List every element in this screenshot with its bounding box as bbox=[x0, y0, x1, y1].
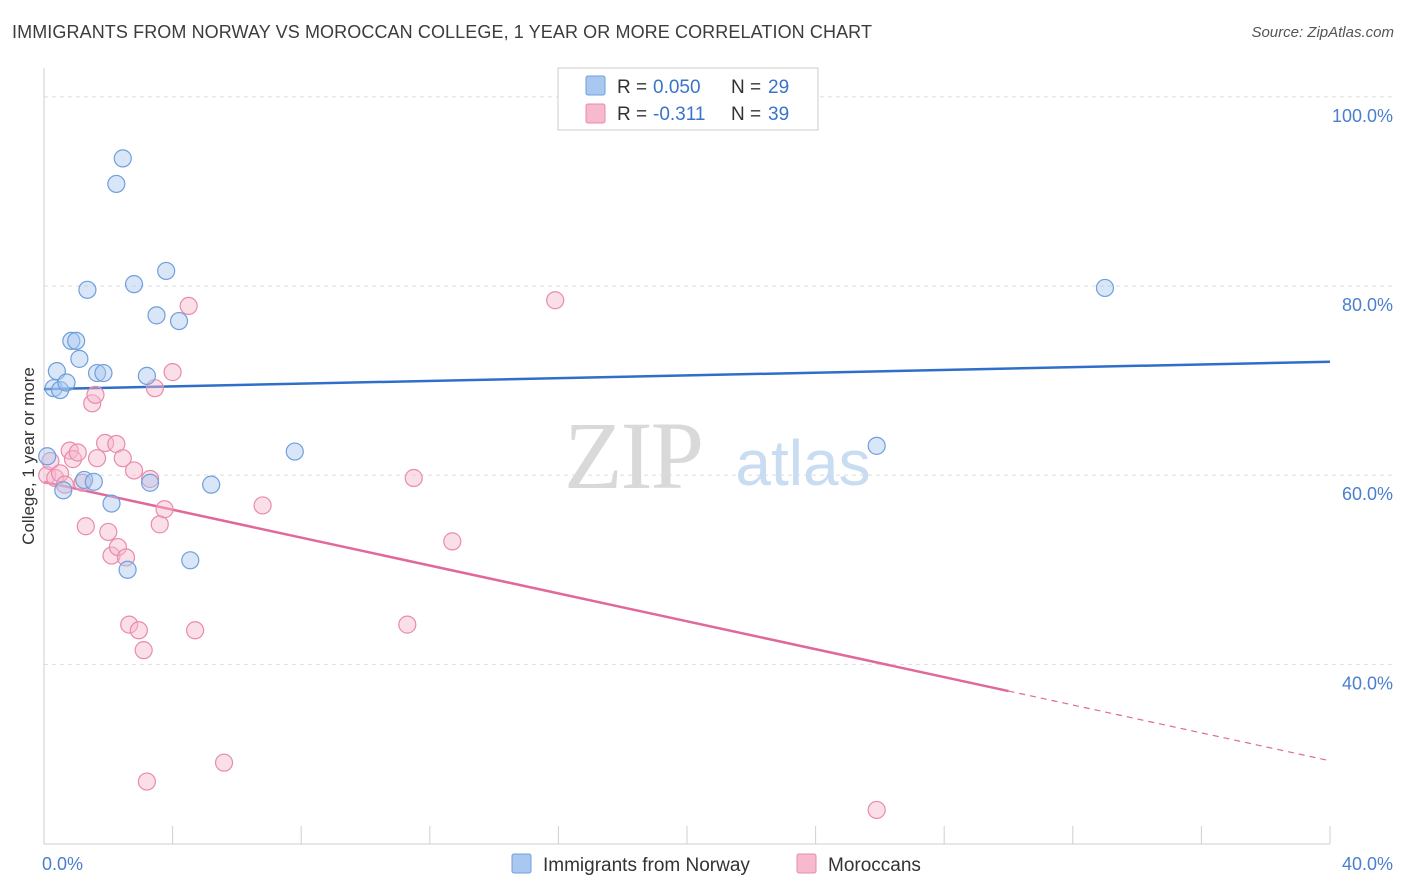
point-norway bbox=[70, 349, 89, 368]
point-norway bbox=[157, 261, 176, 281]
trend-line-extension-moroccan bbox=[1008, 690, 1331, 762]
point-norway bbox=[118, 560, 137, 579]
point-moroccan bbox=[398, 615, 417, 634]
legend-n-label: N = bbox=[731, 77, 761, 98]
point-norway bbox=[38, 447, 57, 466]
y-tick-label: 40.0% bbox=[1342, 673, 1393, 693]
point-moroccan bbox=[87, 449, 107, 468]
point-moroccan bbox=[113, 449, 132, 468]
point-norway bbox=[113, 149, 132, 168]
y-tick-label: 100.0% bbox=[1332, 106, 1393, 126]
y-axis-label: College, 1 year or more bbox=[19, 367, 38, 545]
point-norway bbox=[169, 311, 189, 331]
y-tick-label: 80.0% bbox=[1342, 295, 1393, 315]
gridlines bbox=[44, 96, 1392, 665]
point-norway bbox=[50, 380, 70, 400]
chart-title: IMMIGRANTS FROM NORWAY VS MOROCCAN COLLE… bbox=[12, 22, 873, 42]
point-moroccan bbox=[129, 621, 148, 640]
point-norway bbox=[94, 363, 113, 383]
point-norway bbox=[202, 475, 221, 494]
point-moroccan bbox=[253, 496, 272, 515]
point-moroccan bbox=[867, 800, 886, 820]
series-legend: Immigrants from Norway Moroccans bbox=[511, 853, 921, 876]
point-moroccan bbox=[86, 385, 105, 404]
point-norway bbox=[102, 494, 121, 513]
watermark: ZIP atlas bbox=[564, 402, 871, 509]
point-norway bbox=[87, 363, 107, 383]
point-moroccan bbox=[68, 443, 87, 462]
legend-r-label: R = bbox=[617, 77, 647, 98]
point-norway bbox=[57, 373, 76, 392]
point-moroccan bbox=[186, 621, 205, 640]
point-moroccan bbox=[163, 363, 182, 382]
watermark-zip: ZIP bbox=[564, 402, 702, 509]
point-moroccan bbox=[99, 522, 118, 542]
point-moroccan bbox=[546, 291, 565, 310]
point-moroccan bbox=[443, 532, 462, 551]
point-norway bbox=[78, 280, 97, 299]
point-norway bbox=[140, 473, 160, 492]
tick-labels: 100.0% 80.0% 60.0% 40.0% 0.0% 40.0% bbox=[42, 106, 1393, 874]
correlation-legend: R = 0.050 N = 29 R = -0.311 N = 39 bbox=[557, 67, 819, 131]
legend-r-value: 0.050 bbox=[653, 77, 701, 98]
point-norway bbox=[1095, 278, 1115, 298]
point-norway bbox=[124, 275, 144, 294]
legend-swatch-norway bbox=[585, 75, 606, 96]
legend-n-value: 39 bbox=[768, 104, 789, 125]
point-norway bbox=[867, 436, 886, 455]
point-norway bbox=[147, 306, 166, 325]
point-norway bbox=[54, 481, 73, 500]
legend-r-label: R = bbox=[617, 104, 647, 125]
point-moroccan bbox=[120, 615, 139, 634]
legend-n-value: 29 bbox=[768, 77, 789, 98]
point-norway bbox=[62, 331, 81, 350]
legend-r-value: -0.311 bbox=[653, 104, 705, 125]
point-norway bbox=[107, 174, 126, 194]
point-norway bbox=[137, 366, 156, 385]
point-norway bbox=[285, 442, 304, 461]
point-moroccan bbox=[76, 517, 95, 536]
point-moroccan bbox=[214, 753, 234, 772]
series-legend-label-moroccan: Moroccans bbox=[828, 855, 921, 876]
x-tick-label: 0.0% bbox=[42, 854, 83, 874]
legend-n-label: N = bbox=[731, 104, 761, 125]
series-legend-swatch-norway bbox=[511, 853, 532, 874]
point-moroccan bbox=[137, 772, 156, 791]
trend-line-moroccan bbox=[43, 480, 1009, 693]
series-legend-label-norway: Immigrants from Norway bbox=[543, 855, 750, 876]
point-norway bbox=[181, 551, 200, 570]
point-moroccan bbox=[404, 468, 423, 488]
x-tick-label: 40.0% bbox=[1342, 854, 1393, 874]
point-moroccan bbox=[134, 641, 153, 660]
point-moroccan bbox=[150, 515, 169, 534]
watermark-atlas: atlas bbox=[735, 427, 870, 499]
point-moroccan bbox=[155, 500, 174, 519]
point-moroccan bbox=[50, 464, 70, 483]
series-legend-swatch-moroccan bbox=[796, 853, 817, 874]
source-credit: Source: ZipAtlas.com bbox=[1251, 24, 1394, 41]
y-tick-label: 60.0% bbox=[1342, 484, 1393, 504]
legend-swatch-moroccan bbox=[585, 103, 606, 124]
point-moroccan bbox=[124, 461, 144, 480]
point-norway bbox=[67, 331, 86, 350]
point-norway bbox=[84, 472, 103, 491]
point-moroccan bbox=[179, 296, 198, 316]
trend-line-norway bbox=[43, 360, 1331, 391]
data-points bbox=[38, 149, 1115, 820]
trend-lines bbox=[43, 360, 1331, 762]
